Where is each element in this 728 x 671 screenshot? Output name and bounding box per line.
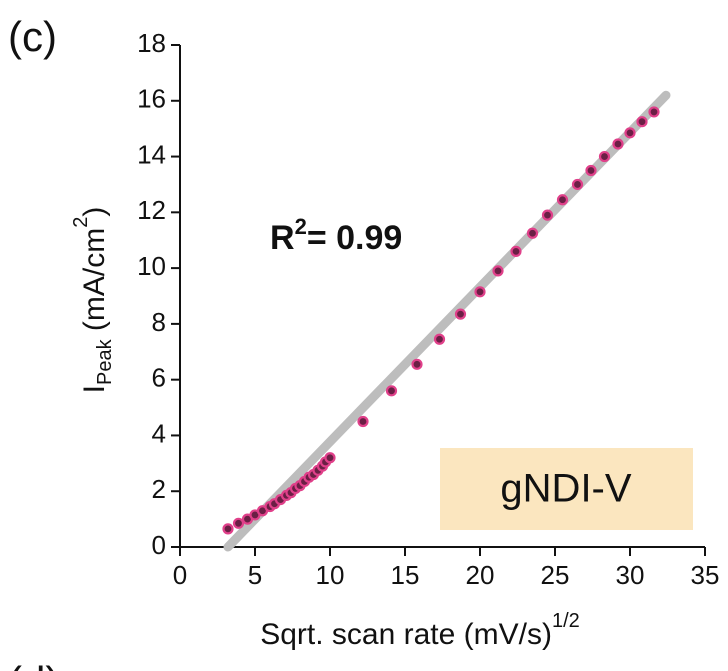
data-point bbox=[636, 116, 648, 128]
y-label-end: ) bbox=[78, 207, 111, 217]
x-label-main: Sqrt. scan rate (mV/s) bbox=[260, 618, 552, 651]
sample-label: gNDI-V bbox=[500, 467, 631, 511]
data-point bbox=[598, 150, 611, 163]
y-tick-label: 6 bbox=[152, 363, 166, 393]
annotation-main: R bbox=[270, 219, 295, 257]
x-tick-label: 0 bbox=[173, 560, 187, 590]
x-tick-label: 10 bbox=[316, 560, 345, 590]
data-point bbox=[232, 517, 245, 529]
y-tick-label: 8 bbox=[152, 307, 166, 337]
y-tick-label: 0 bbox=[152, 530, 166, 560]
annotation-rest: = 0.99 bbox=[307, 219, 402, 257]
y-label-sub: Peak bbox=[94, 338, 116, 385]
y-label-main: I bbox=[78, 385, 111, 393]
y-tick-label: 16 bbox=[137, 84, 166, 114]
y-tick-label: 10 bbox=[137, 251, 166, 281]
data-point bbox=[492, 265, 504, 277]
x-tick-label: 30 bbox=[616, 560, 645, 590]
data-point bbox=[357, 415, 369, 428]
x-tick-label: 25 bbox=[541, 560, 570, 590]
data-point bbox=[385, 385, 398, 397]
y-tick-label: 18 bbox=[137, 28, 166, 58]
panel-label-next: (d) bbox=[8, 658, 59, 671]
y-tick-label: 14 bbox=[137, 139, 166, 169]
y-tick-label: 2 bbox=[152, 474, 166, 504]
x-axis-label: Sqrt. scan rate (mV/s)1/2 bbox=[260, 610, 580, 651]
y-tick-label: 4 bbox=[152, 418, 166, 448]
x-tick-label: 15 bbox=[391, 560, 420, 590]
data-point bbox=[541, 209, 554, 221]
data-point bbox=[324, 452, 336, 464]
annotation-sup: 2 bbox=[295, 214, 307, 239]
data-point bbox=[222, 523, 234, 535]
y-label-rest: (mA/cm bbox=[78, 228, 111, 340]
y-tick-label: 12 bbox=[137, 195, 166, 225]
data-point bbox=[612, 138, 624, 150]
data-point bbox=[526, 227, 539, 239]
x-tick-label: 20 bbox=[466, 560, 495, 590]
sample-box bbox=[440, 448, 693, 530]
data-point bbox=[454, 308, 467, 320]
data-point bbox=[411, 358, 423, 370]
x-tick-label: 5 bbox=[248, 560, 262, 590]
panel-label: (c) bbox=[8, 13, 57, 60]
data-point bbox=[648, 106, 660, 118]
x-tick-label: 35 bbox=[691, 560, 720, 590]
y-label-sup: 2 bbox=[70, 217, 92, 228]
annotation: R2= 0.99 bbox=[270, 214, 402, 257]
data-point bbox=[624, 127, 636, 139]
y-axis-label: IPeak (mA/cm2) bbox=[70, 207, 116, 394]
data-point bbox=[556, 194, 569, 206]
data-point bbox=[571, 178, 584, 191]
data-point bbox=[585, 164, 597, 177]
data-point bbox=[433, 333, 446, 345]
data-point bbox=[474, 286, 486, 298]
data-point bbox=[510, 245, 522, 257]
x-label-sup: 1/2 bbox=[552, 610, 580, 632]
